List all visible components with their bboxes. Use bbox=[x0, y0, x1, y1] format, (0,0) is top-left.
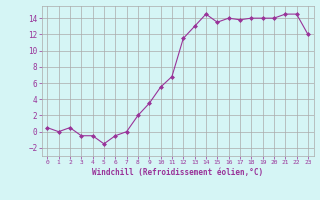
X-axis label: Windchill (Refroidissement éolien,°C): Windchill (Refroidissement éolien,°C) bbox=[92, 168, 263, 177]
